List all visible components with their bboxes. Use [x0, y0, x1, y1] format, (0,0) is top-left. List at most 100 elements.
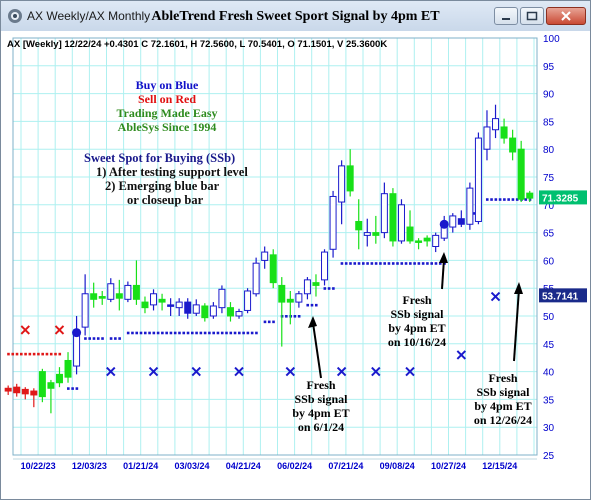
- support-dot: [225, 331, 228, 335]
- annotation-line: by 4pm ET: [474, 399, 531, 413]
- y-tick-label: 75: [543, 173, 555, 184]
- support-dot: [88, 337, 91, 340]
- support-dot: [139, 331, 143, 335]
- support-dot: [220, 331, 224, 335]
- price-bar-body: [329, 195, 337, 250]
- support-dot: [404, 262, 408, 265]
- support-dot: [238, 331, 241, 335]
- price-bar-body: [184, 301, 192, 314]
- support-dot: [370, 262, 374, 265]
- support-dot: [92, 337, 96, 340]
- y-tick-label: 85: [543, 117, 555, 128]
- arrow-head: [514, 282, 523, 294]
- support-dot: [524, 198, 528, 201]
- price-bar-body: [406, 226, 414, 242]
- support-dot: [114, 337, 117, 340]
- price-bar-body: [286, 298, 294, 303]
- support-dot: [434, 262, 438, 265]
- support-dot: [379, 262, 382, 265]
- price-bar-body: [449, 215, 457, 228]
- annotation-line: SSb signal: [294, 392, 348, 406]
- support-dot: [109, 337, 113, 340]
- support-dot: [327, 287, 331, 290]
- annotation-line: Fresh: [402, 293, 431, 307]
- support-dot: [353, 262, 357, 265]
- support-dot: [101, 337, 104, 340]
- support-dot: [182, 331, 186, 335]
- support-dot: [169, 331, 173, 335]
- chart-background: [1, 31, 590, 499]
- price-bar-body: [167, 304, 175, 307]
- annotation-arrow: [312, 322, 322, 379]
- price-bar-body: [346, 165, 354, 192]
- y-tick-label: 50: [543, 312, 555, 323]
- date-axis: 10/22/23 12/03/23 01/21/24 03/03/24 04/21/24…: [13, 458, 537, 471]
- price-bar-body: [261, 251, 269, 261]
- price-bar-body: [38, 371, 46, 398]
- support-dot: [323, 287, 327, 290]
- x-marker: [54, 325, 65, 335]
- y-tick-label: 40: [543, 368, 555, 379]
- minimize-icon: [502, 18, 510, 20]
- x-tick-label: 03/03/24: [174, 461, 209, 471]
- support-dot: [173, 331, 177, 335]
- red-resistance-dot: [15, 352, 19, 356]
- support-dot: [362, 262, 365, 265]
- support-dot: [340, 262, 344, 265]
- price-bar-body: [21, 388, 29, 395]
- legend-buy: Buy on Blue: [136, 78, 199, 92]
- price-bar-body: [278, 284, 286, 303]
- support-dot: [400, 262, 404, 265]
- minimize-button[interactable]: [494, 7, 518, 25]
- price-bar-body: [474, 137, 482, 222]
- support-dot: [344, 262, 348, 265]
- price-bar-body: [30, 390, 38, 396]
- price-bar-body: [150, 293, 158, 306]
- close-button[interactable]: [546, 7, 586, 25]
- maximize-button[interactable]: [520, 7, 544, 25]
- price-bar-body: [107, 283, 115, 300]
- support-dot: [314, 303, 318, 307]
- price-bar-body: [397, 204, 405, 242]
- red-resistance-dot: [45, 352, 49, 356]
- chart-grid: [12, 37, 538, 456]
- price-bar-body: [244, 290, 252, 311]
- support-dot: [438, 262, 442, 265]
- price-bar-body: [492, 118, 500, 131]
- price-label: 71.3285: [542, 193, 579, 204]
- support-dot: [165, 331, 168, 335]
- annotation-6-1: Fresh SSb signal by 4pm ET on 6/1/24: [292, 316, 350, 434]
- support-dot: [199, 331, 203, 335]
- support-dot: [297, 315, 301, 318]
- support-dot: [485, 198, 489, 201]
- x-tick-label: 12/03/23: [72, 461, 107, 471]
- red-resistance-dot: [32, 352, 36, 356]
- red-resistance-dot: [58, 352, 62, 356]
- sweet-spot-line-3: or closeup bar: [127, 193, 204, 207]
- annotation-line: by 4pm ET: [388, 321, 445, 335]
- annotation-line: SSb signal: [476, 385, 530, 399]
- title-bar[interactable]: AX Weekly/AX Monthly AbleTrend Fresh Swe…: [1, 1, 590, 32]
- price-bar-body: [158, 298, 166, 303]
- price-bar-body: [218, 288, 226, 309]
- support-dot: [75, 387, 79, 390]
- support-dot: [126, 331, 130, 335]
- support-dot: [131, 331, 134, 335]
- support-dot: [426, 262, 429, 265]
- y-tick-label: 80: [543, 145, 555, 156]
- price-bar-body: [355, 220, 363, 231]
- price-chart[interactable]: 25303540455055606570758085909510071.3285…: [1, 31, 590, 499]
- y-tick-label: 65: [543, 229, 555, 240]
- support-dot: [306, 303, 310, 307]
- support-dot: [67, 387, 70, 390]
- price-bar-body: [338, 165, 346, 203]
- x-marker: [405, 366, 415, 377]
- support-dot: [71, 387, 74, 390]
- annotation-line: Fresh: [488, 371, 517, 385]
- signal-dot: [72, 328, 82, 338]
- legend-since: AbleSys Since 1994: [118, 120, 217, 134]
- price-bar-body: [380, 193, 388, 234]
- support-dot: [118, 337, 121, 340]
- support-dot: [473, 212, 476, 215]
